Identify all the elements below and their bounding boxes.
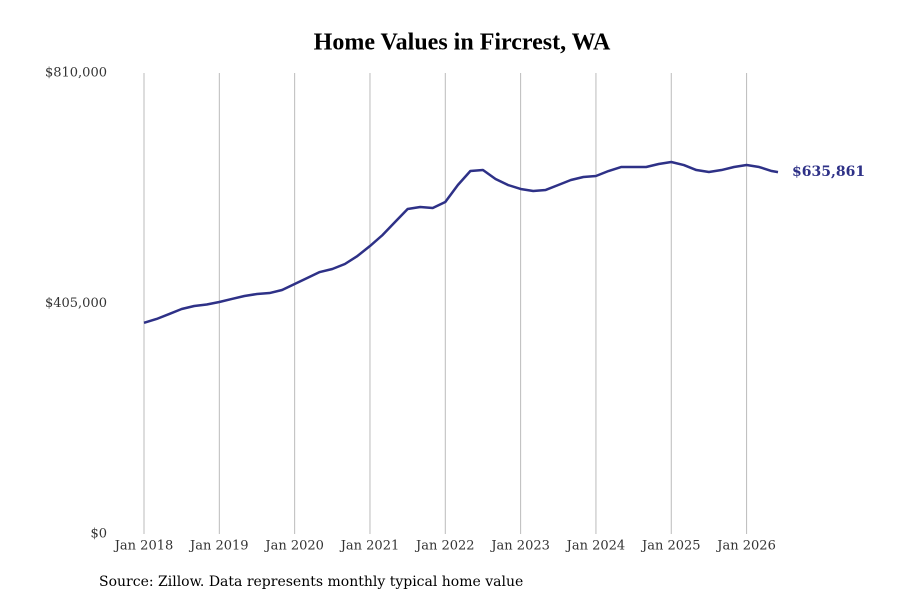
x-tick-label: Jan 2021 (339, 539, 400, 554)
data-label: $635,861 (792, 164, 865, 180)
data-line (143, 160, 779, 325)
x-tick-label: Jan 2020 (263, 539, 324, 554)
x-tick-label: Jan 2023 (489, 539, 550, 554)
y-tick-label: $0 (90, 527, 107, 542)
x-tick-label: Jan 2019 (188, 539, 249, 554)
y-tick-label: $810,000 (45, 66, 107, 81)
source-note: Source: Zillow. Data represents monthly … (99, 574, 523, 590)
chart-title: Home Values in Fircrest, WA (314, 30, 611, 56)
x-tick-label: Jan 2026 (715, 539, 776, 554)
y-tick-label: $405,000 (45, 296, 107, 311)
x-tick-label: Jan 2025 (640, 539, 701, 554)
x-tick-label: Jan 2024 (565, 539, 626, 554)
x-tick-label: Jan 2022 (414, 539, 475, 554)
x-tick-label: Jan 2018 (113, 539, 174, 554)
